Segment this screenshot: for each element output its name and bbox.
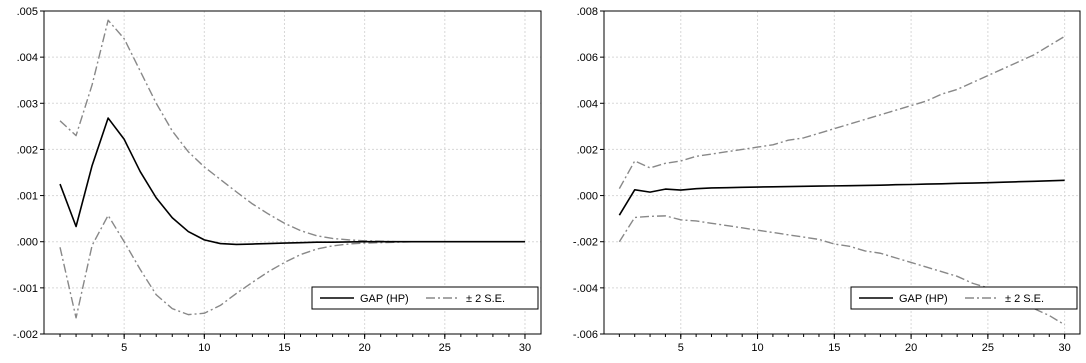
x-tick-label: 20 [359,342,371,354]
y-tick-label: -.001 [13,283,38,295]
y-tick-label: .000 [577,191,598,203]
y-tick-label: .005 [17,6,38,18]
x-tick-label: 10 [198,342,210,354]
x-tick-label: 10 [751,342,763,354]
plot-frame [603,10,1081,335]
legend-label: ± 2 S.E. [1005,293,1044,305]
series-line-se-upper [59,19,525,243]
x-tick-label: 25 [439,342,451,354]
x-tick-label: 30 [1059,342,1071,354]
y-tick-label: -.002 [13,329,38,341]
y-tick-label: .006 [577,52,598,64]
legend-label: GAP (HP) [899,293,948,305]
legend-box [311,286,539,310]
series-line-se-lower [59,214,525,319]
x-tick-label: 15 [828,342,840,354]
legend-box [850,286,1078,310]
legend-label: ± 2 S.E. [466,293,505,305]
y-tick-label: .003 [17,98,38,110]
y-tick-label: .002 [17,144,38,156]
x-tick-label: 20 [905,342,917,354]
series-line-gap-hp [59,117,525,246]
series-line-se-upper [618,35,1066,189]
y-tick-label: -.002 [573,237,598,249]
series-line-gap-hp [618,179,1065,216]
y-tick-label: .004 [577,98,598,110]
x-tick-label: 25 [982,342,994,354]
y-tick-label: .004 [17,52,38,64]
y-tick-label: .008 [577,6,598,18]
y-tick-label: .002 [577,144,598,156]
x-tick-label: 30 [519,342,531,354]
y-tick-label: .000 [17,237,38,249]
y-tick-label: -.006 [573,329,598,341]
y-tick-label: -.004 [573,283,598,295]
chart-panel-2: -.006 -.004 -.002 .000 .002 .004 .006 .008 5 10 15… [573,6,1081,354]
y-tick-label: .001 [17,191,38,203]
x-tick-label: 15 [278,342,290,354]
plot-frame [43,10,542,335]
legend-label: GAP (HP) [360,293,409,305]
legend: GAP (HP) ± 2 S.E. [850,286,1078,310]
x-tick-label: 5 [121,342,127,354]
legend: GAP (HP) ± 2 S.E. [311,286,539,310]
chart-panel-1: -.002 -.001 .000 .001 .002 .003 .004 .005 5 10 15 2… [13,6,542,354]
x-tick-label: 5 [678,342,684,354]
